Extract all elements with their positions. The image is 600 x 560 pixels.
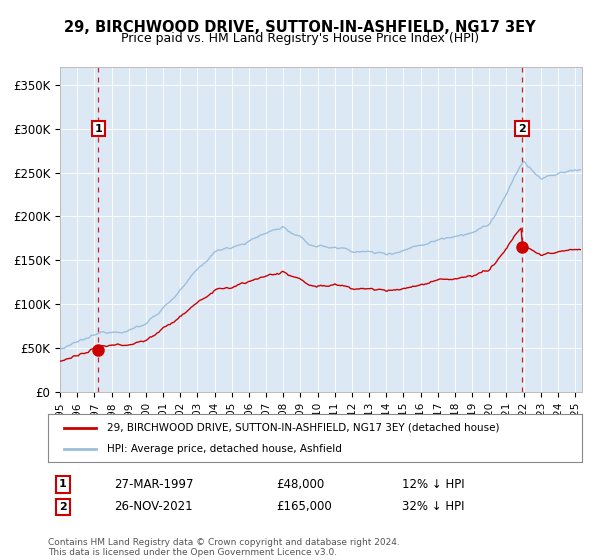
Text: Price paid vs. HM Land Registry's House Price Index (HPI): Price paid vs. HM Land Registry's House … bbox=[121, 32, 479, 45]
Text: HPI: Average price, detached house, Ashfield: HPI: Average price, detached house, Ashf… bbox=[107, 444, 341, 454]
Text: 2: 2 bbox=[59, 502, 67, 512]
Text: 29, BIRCHWOOD DRIVE, SUTTON-IN-ASHFIELD, NG17 3EY (detached house): 29, BIRCHWOOD DRIVE, SUTTON-IN-ASHFIELD,… bbox=[107, 423, 499, 433]
Text: 12% ↓ HPI: 12% ↓ HPI bbox=[402, 478, 464, 491]
Text: Contains HM Land Registry data © Crown copyright and database right 2024.
This d: Contains HM Land Registry data © Crown c… bbox=[48, 538, 400, 557]
Text: 27-MAR-1997: 27-MAR-1997 bbox=[114, 478, 193, 491]
Text: 1: 1 bbox=[59, 479, 67, 489]
Text: 1: 1 bbox=[94, 124, 102, 134]
Text: 2: 2 bbox=[518, 124, 526, 134]
Text: 26-NOV-2021: 26-NOV-2021 bbox=[114, 500, 193, 514]
Text: £48,000: £48,000 bbox=[276, 478, 324, 491]
Text: 29, BIRCHWOOD DRIVE, SUTTON-IN-ASHFIELD, NG17 3EY: 29, BIRCHWOOD DRIVE, SUTTON-IN-ASHFIELD,… bbox=[64, 20, 536, 35]
Text: £165,000: £165,000 bbox=[276, 500, 332, 514]
Text: 32% ↓ HPI: 32% ↓ HPI bbox=[402, 500, 464, 514]
